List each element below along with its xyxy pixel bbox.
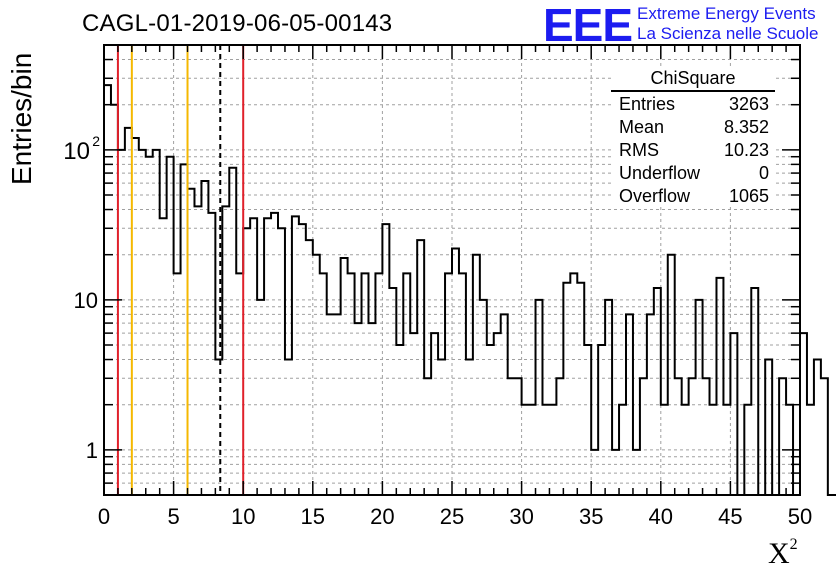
y-tick-label: 10 (74, 288, 98, 313)
y-axis-label: Entries/bin (6, 52, 37, 185)
chart-title: CAGL-01-2019-06-05-00143 (82, 10, 393, 37)
stats-key: Entries (619, 94, 676, 114)
x-tick-label: 5 (167, 504, 179, 529)
x-tick-label: 15 (301, 504, 325, 529)
x-tick-label: 35 (579, 504, 603, 529)
stats-row-overflow: Overflow 1065 (619, 186, 769, 208)
stats-divider (611, 90, 775, 92)
x-tick-label: 30 (509, 504, 533, 529)
stats-value: 3263 (728, 94, 769, 114)
stats-row-underflow: Underflow 0 (619, 163, 769, 185)
x-tick-label: 45 (718, 504, 742, 529)
x-tick-label: 40 (649, 504, 673, 529)
stats-row-mean: Mean 8.352 (619, 117, 769, 139)
stats-key: Overflow (619, 186, 691, 206)
stats-key: Mean (619, 117, 665, 137)
x-tick-label: 25 (440, 504, 464, 529)
y-tick-label: 1 (86, 438, 98, 463)
stats-key: Underflow (619, 163, 701, 183)
x-tick-label: 10 (231, 504, 255, 529)
logo-caption-line1: Extreme Energy Events (637, 4, 816, 23)
stats-value: 8.352 (723, 117, 769, 137)
stats-row-entries: Entries 3263 (619, 94, 769, 116)
x-tick-label: 0 (98, 504, 110, 529)
y-tick-label-exponent: 2 (92, 133, 100, 149)
stats-box: ChiSquare Entries 3263 Mean 8.352 RMS 10… (611, 66, 775, 206)
y-tick-label: 10 (63, 138, 90, 165)
histogram-series (104, 84, 836, 496)
stats-key: RMS (619, 140, 659, 160)
logo-caption-line2: La Scienza nelle Scuole (637, 24, 819, 43)
x-tick-label: 50 (788, 504, 812, 529)
stats-value: 10.23 (723, 140, 769, 160)
eee-logo: EEE (543, 0, 633, 51)
x-axis-label: X2 (768, 536, 798, 570)
x-tick-label: 20 (370, 504, 394, 529)
stats-value: 0 (758, 163, 769, 183)
stats-row-rms: RMS 10.23 (619, 140, 769, 162)
stats-title: ChiSquare (650, 68, 736, 88)
stats-value: 1065 (728, 186, 769, 206)
